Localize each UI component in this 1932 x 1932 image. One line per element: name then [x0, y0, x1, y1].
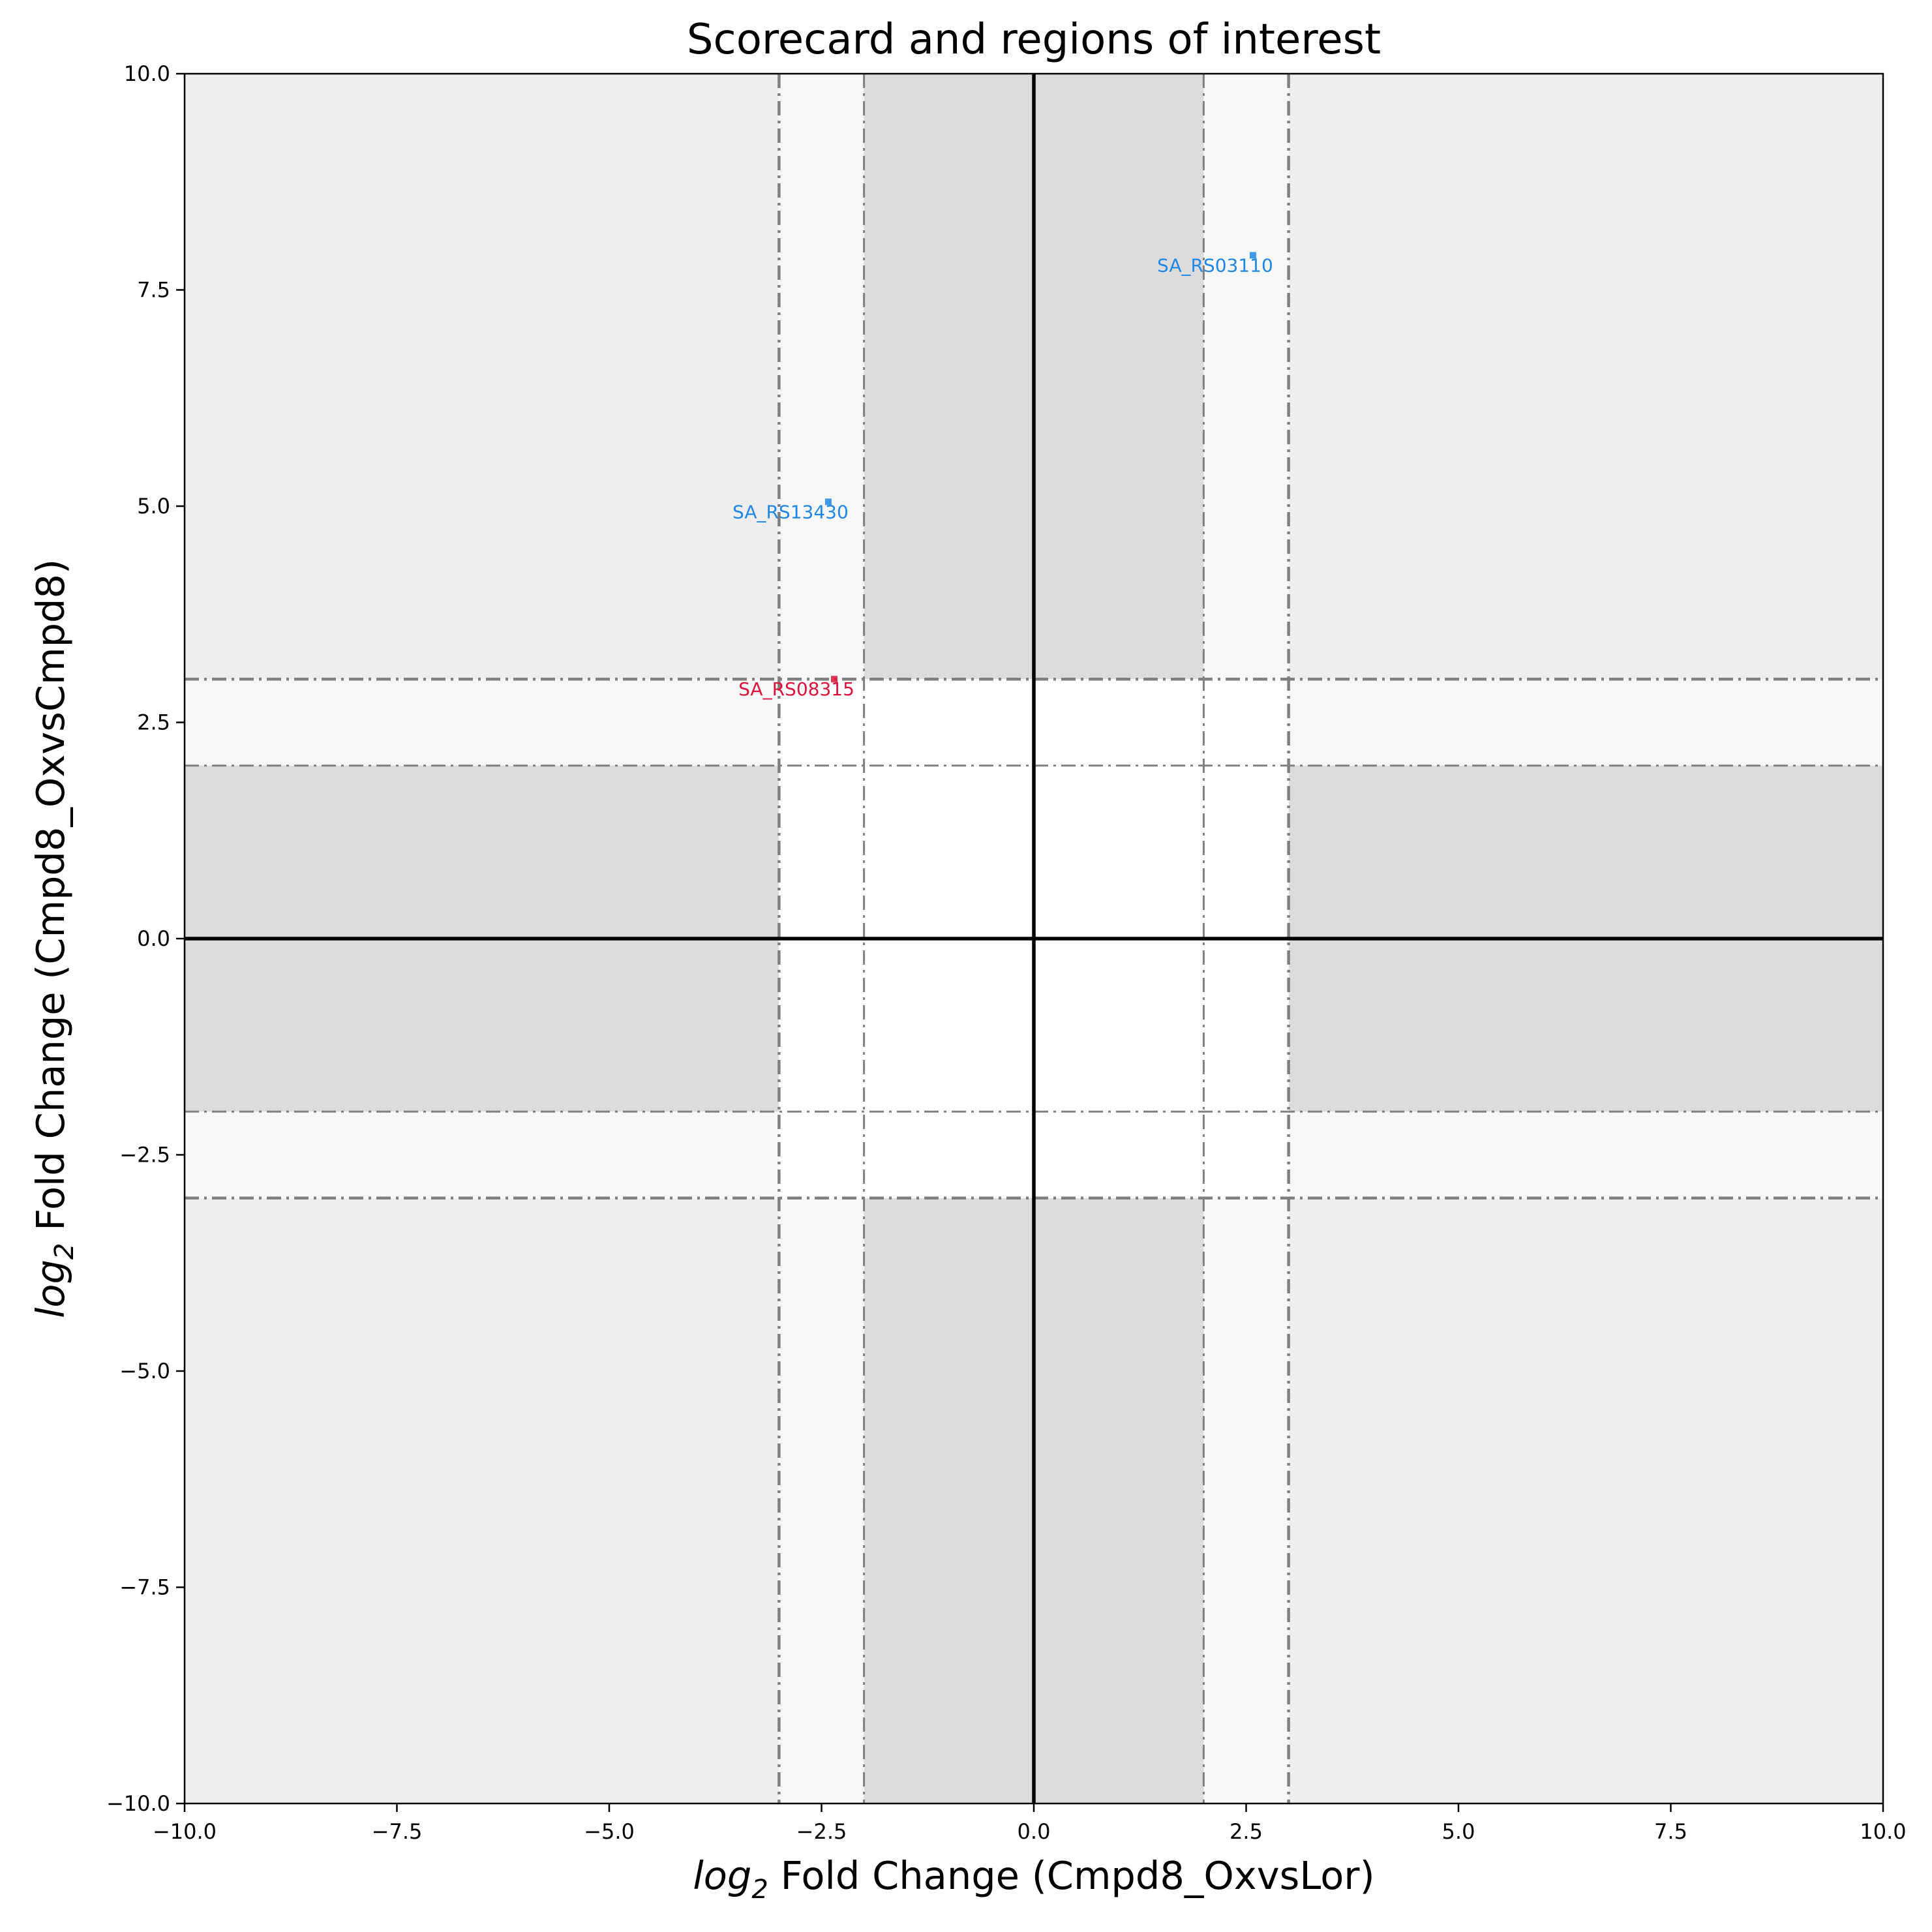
x-tick-label: −10.0	[153, 1819, 217, 1844]
region	[1288, 1198, 1883, 1804]
x-axis-title: log2 Fold Change (Cmpd8_OxvsLor)	[693, 1853, 1374, 1905]
y-tick-label: −10.0	[106, 1791, 170, 1816]
point-label: SA_RS13430	[732, 501, 849, 522]
y-tick-label: 2.5	[137, 710, 170, 735]
x-tick-label: 10.0	[1860, 1819, 1906, 1844]
region	[1288, 1111, 1883, 1198]
chart-title: Scorecard and regions of interest	[687, 16, 1381, 64]
y-axis-title-text: Fold Change (Cmpd8_OxvsCmpd8)	[28, 559, 73, 1243]
y-tick-label: −2.5	[119, 1143, 170, 1168]
y-axis-title-base: 2	[50, 1243, 80, 1260]
x-axis-title-base: 2	[751, 1875, 768, 1905]
x-tick-label: −5.0	[584, 1819, 635, 1844]
data-point	[824, 498, 832, 506]
region	[185, 1198, 779, 1804]
x-axis-title-log: log	[693, 1853, 751, 1898]
y-tick-label: 0.0	[137, 926, 170, 951]
y-tick-label: 10.0	[124, 61, 170, 86]
point-label: SA_RS03110	[1157, 254, 1273, 276]
x-tick-label: −7.5	[372, 1819, 423, 1844]
data-points: SA_RS03110 SA_RS13430 SA_RS08315	[732, 252, 1273, 700]
x-tick-label: −2.5	[796, 1819, 847, 1844]
region	[1203, 74, 1289, 680]
y-tick-label: 7.5	[137, 278, 170, 303]
region	[1288, 679, 1883, 766]
region	[1288, 74, 1883, 680]
x-axis-ticks: −10.0 −7.5 −5.0 −2.5 0.0 2.5 5.0 7.5 10.0	[153, 1804, 1907, 1844]
region	[185, 74, 779, 680]
data-point	[831, 676, 838, 683]
region	[779, 74, 864, 680]
region	[185, 679, 779, 766]
x-tick-label: 2.5	[1230, 1819, 1263, 1844]
zero-lines	[185, 74, 1883, 1804]
y-axis-title: log2 Fold Change (Cmpd8_OxvsCmpd8)	[28, 559, 80, 1318]
region	[779, 1198, 864, 1804]
data-point	[1249, 252, 1256, 259]
y-tick-label: −7.5	[119, 1575, 170, 1600]
x-tick-label: 5.0	[1442, 1819, 1475, 1844]
y-tick-label: 5.0	[137, 494, 170, 519]
y-axis-title-log: log	[28, 1260, 73, 1318]
y-axis-ticks: −10.0 −7.5 −5.0 −2.5 0.0 2.5 5.0 7.5 10.0	[106, 61, 185, 1816]
y-tick-label: −5.0	[119, 1359, 170, 1383]
x-tick-label: 0.0	[1018, 1819, 1051, 1844]
x-axis-title-text: Fold Change (Cmpd8_OxvsLor)	[768, 1853, 1375, 1898]
region	[1203, 1198, 1289, 1804]
x-tick-label: 7.5	[1654, 1819, 1687, 1844]
point-label: SA_RS08315	[738, 678, 854, 700]
region	[185, 1111, 779, 1198]
